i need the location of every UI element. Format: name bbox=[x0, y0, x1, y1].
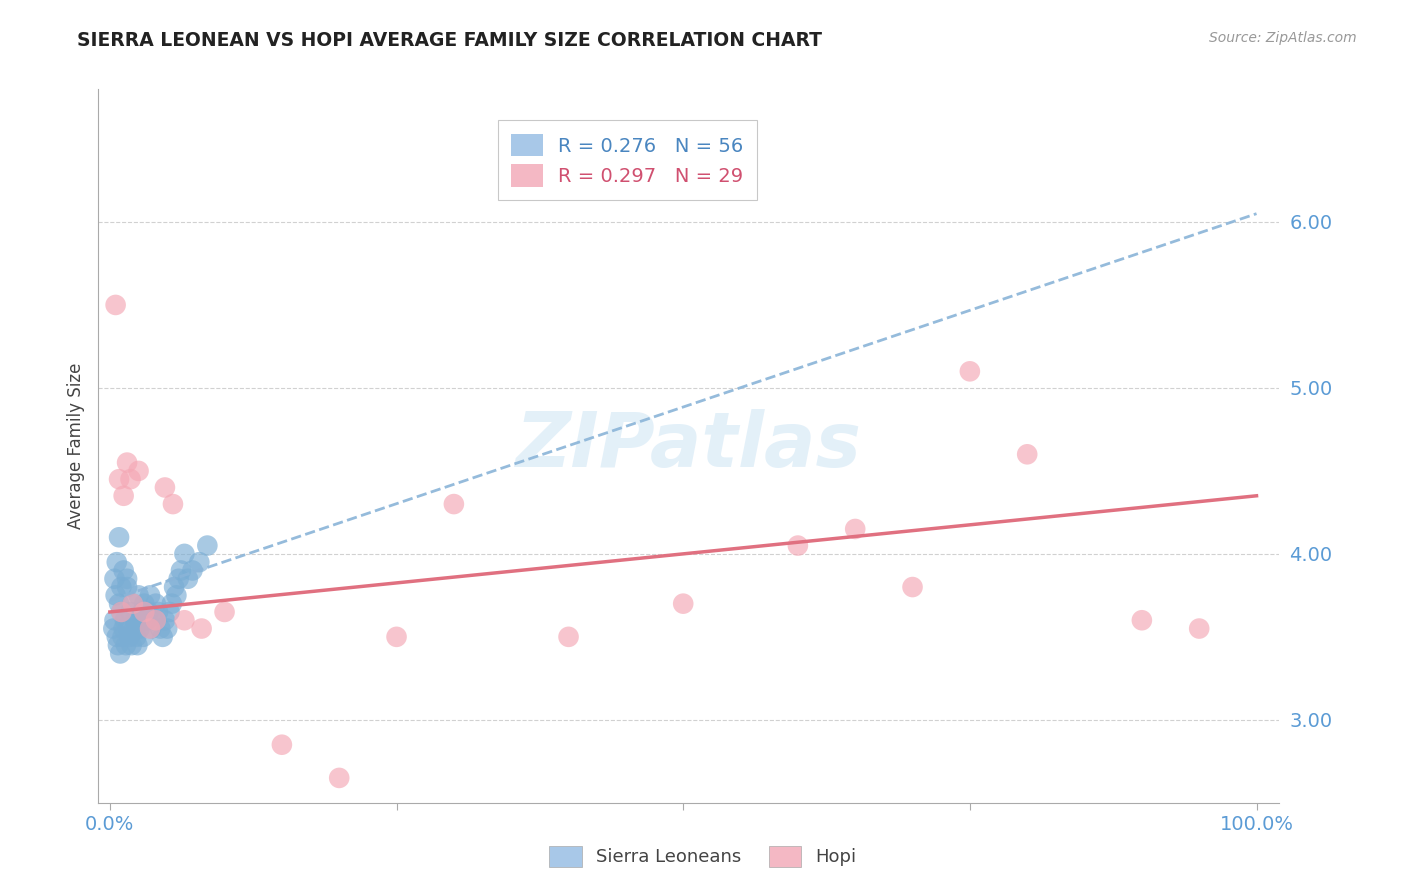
Point bbox=[134, 605, 156, 619]
Point bbox=[844, 522, 866, 536]
Point bbox=[115, 456, 138, 470]
Point bbox=[270, 738, 292, 752]
Point bbox=[112, 622, 135, 636]
Point bbox=[112, 564, 135, 578]
Point bbox=[165, 588, 187, 602]
Point bbox=[146, 605, 169, 619]
Point bbox=[103, 622, 125, 636]
Point bbox=[122, 622, 145, 636]
Point bbox=[121, 597, 143, 611]
Point bbox=[115, 638, 138, 652]
Point bbox=[103, 613, 125, 627]
Point bbox=[153, 481, 176, 495]
Point bbox=[120, 605, 142, 619]
Point bbox=[139, 622, 162, 636]
Legend: Sierra Leoneans, Hopi: Sierra Leoneans, Hopi bbox=[543, 838, 863, 874]
Point bbox=[107, 638, 129, 652]
Point bbox=[129, 613, 152, 627]
Point bbox=[124, 613, 146, 627]
Point bbox=[108, 647, 131, 661]
Point bbox=[108, 472, 131, 486]
Point bbox=[108, 530, 131, 544]
Point bbox=[128, 588, 150, 602]
Point bbox=[162, 497, 184, 511]
Point bbox=[104, 298, 127, 312]
Text: ZIPatlas: ZIPatlas bbox=[516, 409, 862, 483]
Point bbox=[188, 555, 211, 569]
Point bbox=[108, 597, 131, 611]
Point bbox=[177, 572, 200, 586]
Point bbox=[114, 613, 136, 627]
Point bbox=[110, 605, 132, 619]
Point bbox=[181, 564, 204, 578]
Point bbox=[328, 771, 350, 785]
Point bbox=[120, 472, 142, 486]
Point bbox=[142, 613, 165, 627]
Y-axis label: Average Family Size: Average Family Size bbox=[66, 363, 84, 529]
Point bbox=[117, 622, 139, 636]
Point bbox=[170, 564, 193, 578]
Point bbox=[443, 497, 465, 511]
Point bbox=[385, 630, 408, 644]
Point bbox=[214, 605, 236, 619]
Point bbox=[138, 605, 160, 619]
Point bbox=[115, 580, 138, 594]
Point bbox=[190, 622, 212, 636]
Point bbox=[105, 555, 128, 569]
Point bbox=[145, 597, 167, 611]
Point bbox=[156, 622, 179, 636]
Point bbox=[112, 489, 135, 503]
Point bbox=[173, 613, 195, 627]
Point bbox=[152, 630, 174, 644]
Point bbox=[111, 630, 134, 644]
Text: SIERRA LEONEAN VS HOPI AVERAGE FAMILY SIZE CORRELATION CHART: SIERRA LEONEAN VS HOPI AVERAGE FAMILY SI… bbox=[77, 31, 823, 50]
Point bbox=[173, 547, 195, 561]
Point bbox=[786, 539, 808, 553]
Point bbox=[105, 630, 128, 644]
Point bbox=[110, 580, 132, 594]
Point bbox=[104, 588, 127, 602]
Point bbox=[153, 613, 176, 627]
Point bbox=[103, 572, 125, 586]
Point bbox=[134, 597, 156, 611]
Point bbox=[135, 613, 157, 627]
Point bbox=[131, 605, 153, 619]
Point bbox=[127, 638, 149, 652]
Point bbox=[1017, 447, 1039, 461]
Point bbox=[195, 539, 218, 553]
Point bbox=[1188, 622, 1211, 636]
Point bbox=[110, 605, 132, 619]
Point bbox=[672, 597, 695, 611]
Point bbox=[128, 622, 150, 636]
Point bbox=[121, 597, 143, 611]
Point bbox=[959, 364, 981, 378]
Point bbox=[115, 572, 138, 586]
Point bbox=[167, 572, 190, 586]
Point bbox=[163, 580, 186, 594]
Point bbox=[141, 622, 163, 636]
Point bbox=[557, 630, 579, 644]
Point bbox=[125, 630, 148, 644]
Point bbox=[149, 622, 172, 636]
Point bbox=[901, 580, 924, 594]
Text: Source: ZipAtlas.com: Source: ZipAtlas.com bbox=[1209, 31, 1357, 45]
Point bbox=[160, 597, 183, 611]
Point bbox=[145, 613, 167, 627]
Point bbox=[121, 638, 143, 652]
Legend: R = 0.276   N = 56, R = 0.297   N = 29: R = 0.276 N = 56, R = 0.297 N = 29 bbox=[498, 120, 756, 200]
Point bbox=[128, 464, 150, 478]
Point bbox=[159, 605, 181, 619]
Point bbox=[118, 630, 141, 644]
Point bbox=[139, 588, 162, 602]
Point bbox=[132, 630, 155, 644]
Point bbox=[1130, 613, 1153, 627]
